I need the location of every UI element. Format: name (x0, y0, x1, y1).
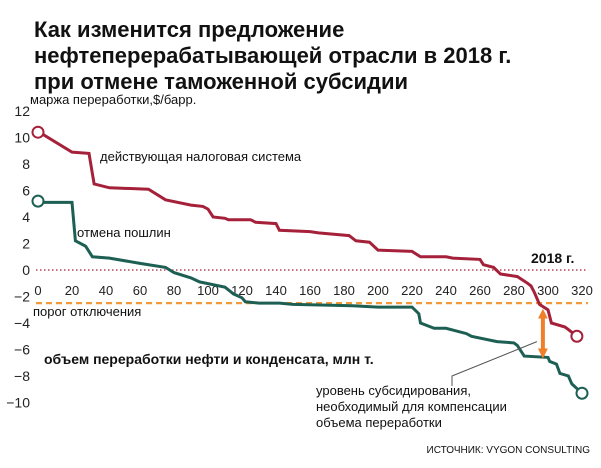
x-axis-label: объем переработки нефти и конденсата, мл… (44, 351, 374, 367)
subsidy-text-line-1: уровень субсидирования, (316, 383, 471, 398)
x-axis-ticks: 0 20 40 60 80 100 120 140 160 180 200 220 240 260 280 3… (34, 283, 592, 298)
x-tick-label: 220 (401, 283, 423, 298)
y-tick-label: 0 (22, 262, 30, 278)
x-tick-label: 300 (537, 283, 559, 298)
x-tick-label: 140 (265, 283, 287, 298)
y-tick-label: 12 (14, 103, 30, 119)
source-label: ИСТОЧНИК: VYGON CONSULTING (427, 445, 591, 456)
x-tick-label: 280 (503, 283, 525, 298)
series-label-duty-removal: отмена пошлин (77, 225, 171, 240)
y-tick-label: 4 (22, 209, 30, 225)
series-end-marker-duty-removal (575, 386, 589, 400)
y-tick-label: −6 (14, 342, 30, 358)
y-tick-label: −2 (14, 289, 30, 305)
y-tick-label: 8 (22, 156, 30, 172)
y-tick-label: −8 (14, 368, 30, 384)
series-line-current-tax (37, 130, 578, 338)
y-tick-label: −10 (6, 395, 30, 411)
y-tick-label: 2 (22, 236, 30, 252)
chart-title-line-2: нефтеперерабатывающей отрасли в 2018 г. (34, 43, 511, 68)
y-axis-ticks: 12 10 8 6 4 2 0 −2 −4 −6 −8 −10 (6, 103, 30, 411)
y-tick-label: −4 (14, 315, 30, 331)
y-axis-label: маржа переработки,$/барр. (30, 92, 196, 107)
x-tick-label: 80 (167, 283, 181, 298)
x-tick-label: 20 (65, 283, 79, 298)
x-tick-label: 40 (99, 283, 113, 298)
y-tick-label: 10 (14, 130, 30, 146)
x-tick-label: 320 (571, 283, 593, 298)
series-start-marker-duty-removal (31, 194, 45, 208)
chart-title-line-1: Как изменится предложение (34, 17, 344, 42)
subsidy-leader-line (451, 341, 538, 386)
chart-title: Как изменится предложение нефтеперерабат… (34, 17, 511, 94)
subsidy-text-line-3: объема переработки (316, 415, 442, 430)
series-end-marker-current-tax (570, 329, 584, 343)
x-tick-label: 260 (469, 283, 491, 298)
series-label-current-tax: действующая налоговая система (100, 149, 302, 164)
subsidy-text-line-2: необходимый для компенсации (316, 399, 507, 414)
year-label: 2018 г. (531, 250, 574, 266)
x-tick-label: 160 (299, 283, 321, 298)
chart-title-line-3: при отмене таможенной субсидии (34, 69, 408, 94)
subsidy-annotation: уровень субсидирования, необходимый для … (316, 383, 507, 430)
x-tick-label: 100 (197, 283, 219, 298)
series-start-marker-current-tax (31, 125, 45, 139)
x-tick-label: 60 (133, 283, 147, 298)
x-tick-label: 200 (367, 283, 389, 298)
x-tick-label: 0 (34, 283, 41, 298)
x-tick-label: 180 (333, 283, 355, 298)
x-tick-label: 240 (435, 283, 457, 298)
threshold-label: порог отключения (33, 304, 141, 319)
y-tick-label: 6 (22, 183, 30, 199)
